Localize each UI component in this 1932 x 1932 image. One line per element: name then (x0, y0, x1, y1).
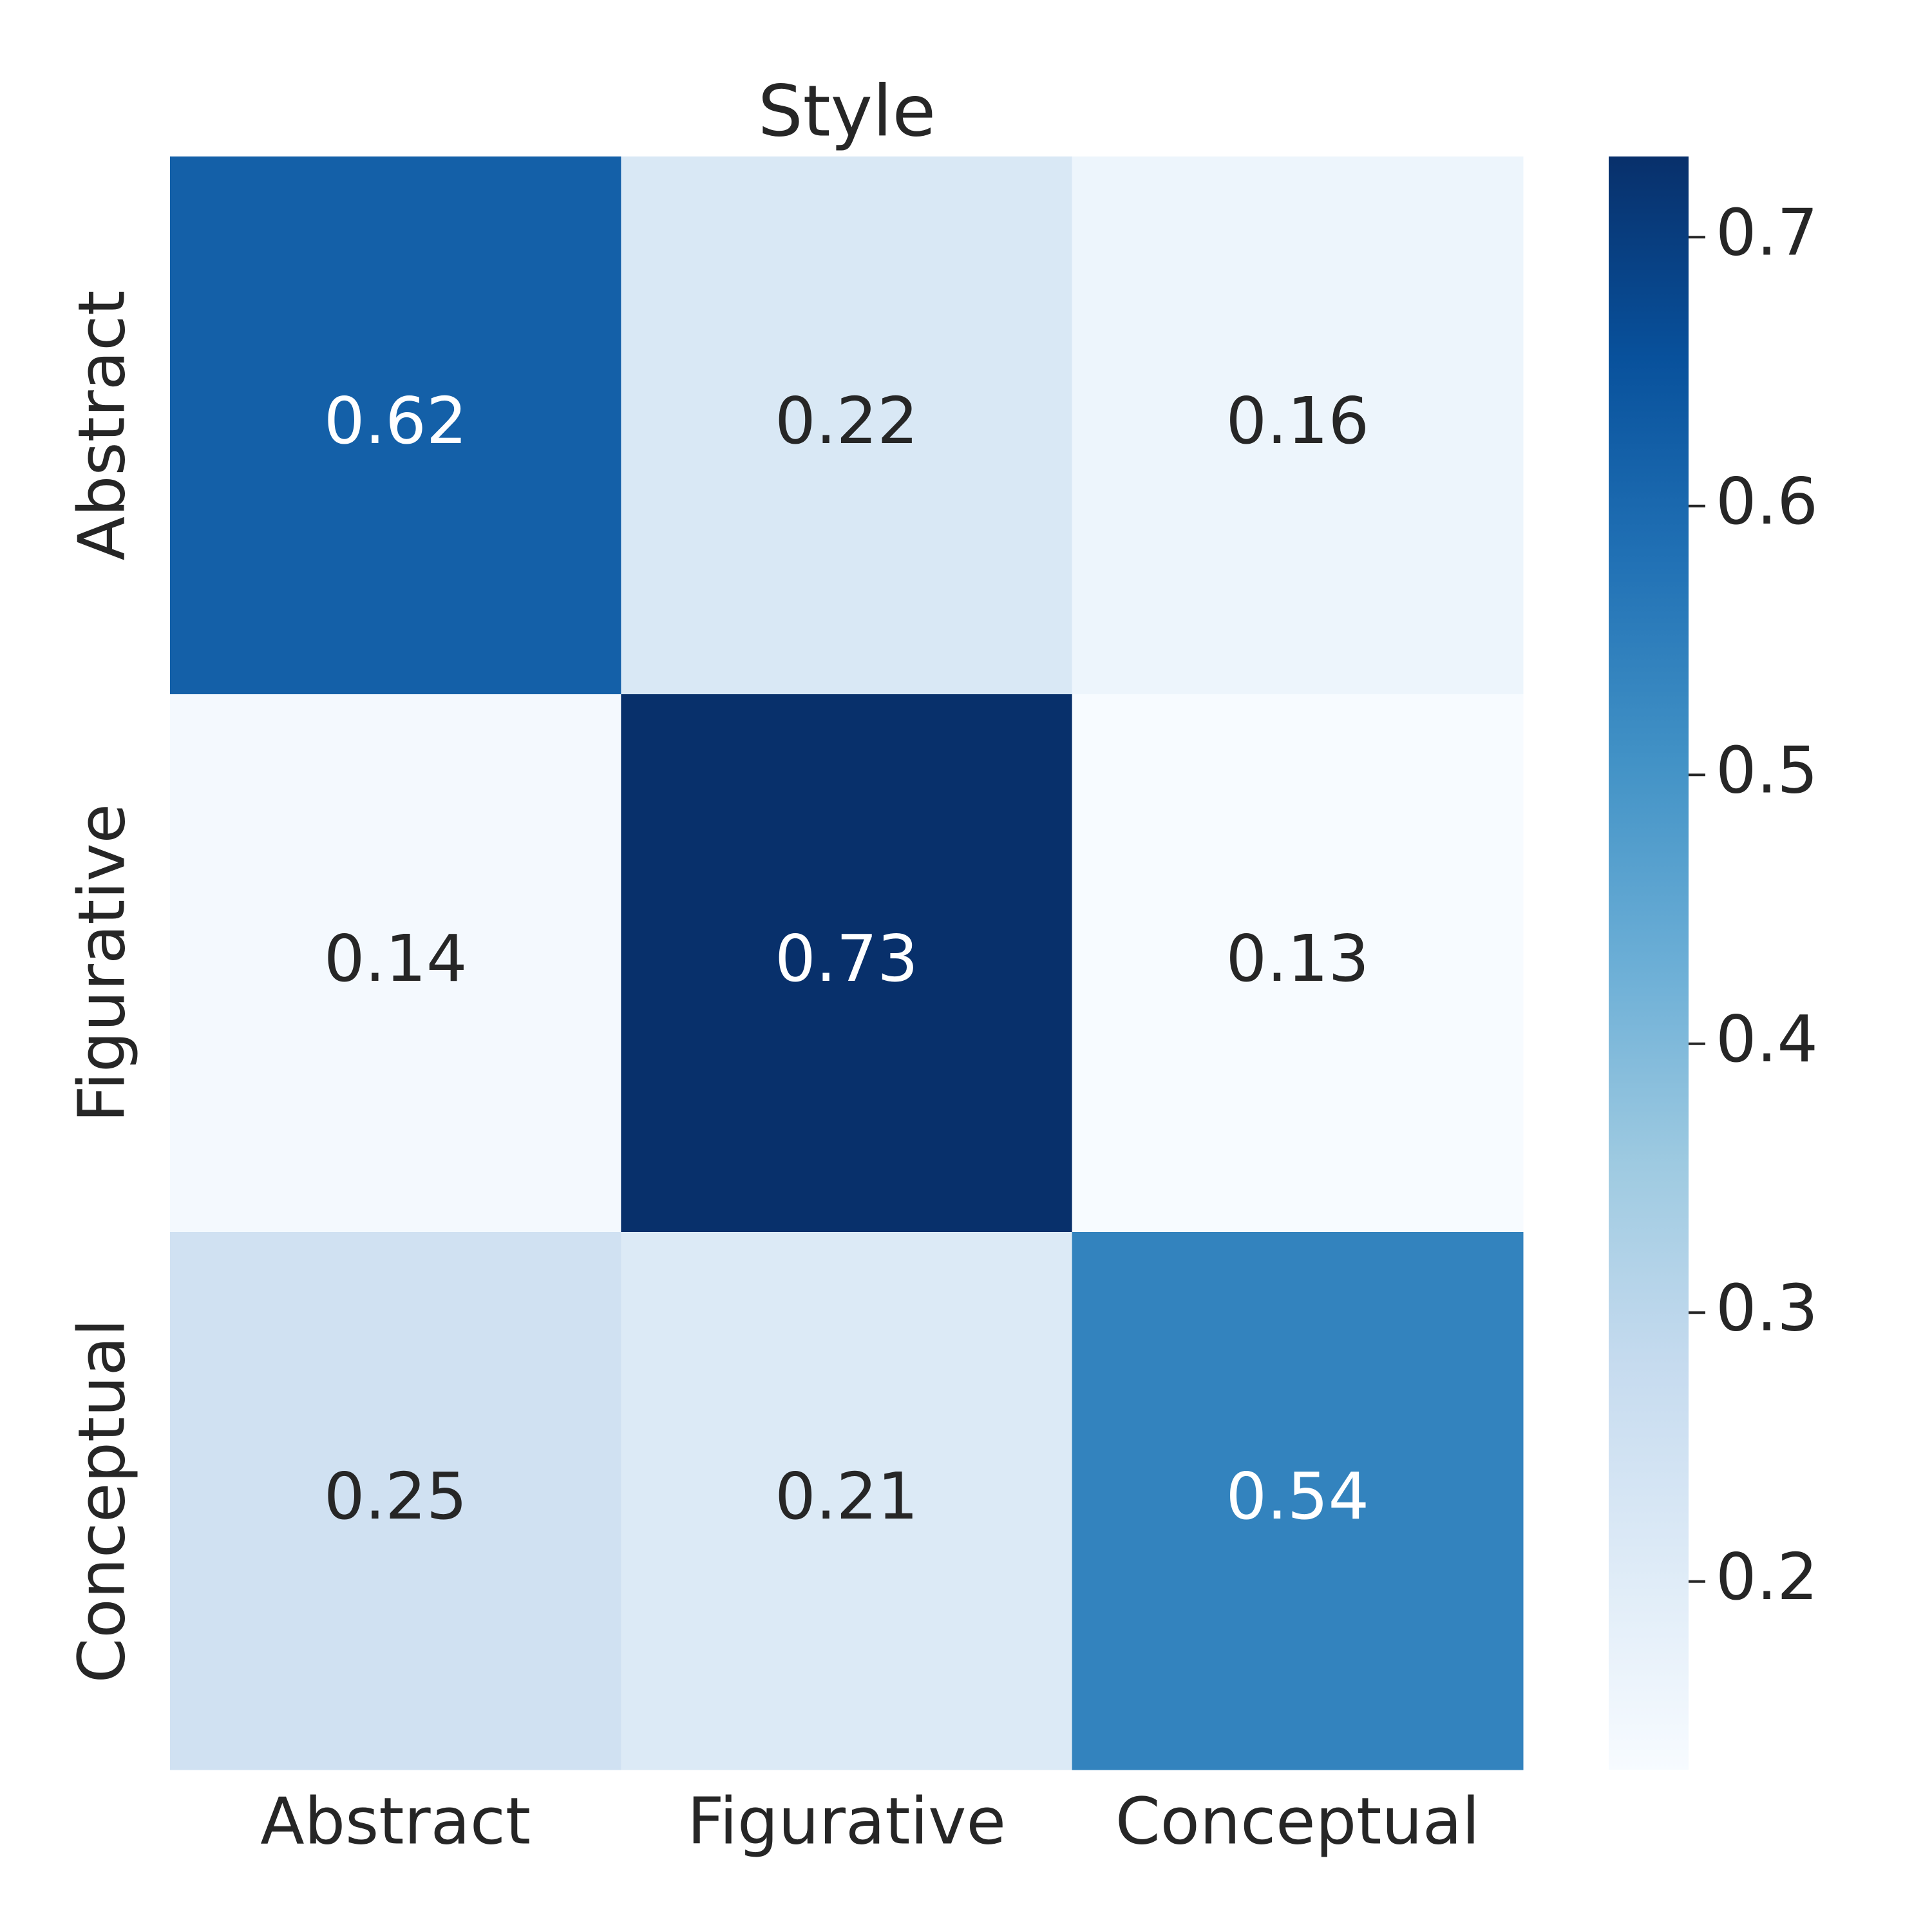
heatmap-cells (170, 156, 1524, 1770)
cell-value-label: 0.73 (775, 921, 918, 996)
colorbar-tick-label: 0.7 (1716, 195, 1818, 270)
heatmap-cell (621, 694, 1073, 1233)
cell-value-label: 0.62 (324, 383, 468, 459)
colorbar-tick-label: 0.4 (1716, 1001, 1818, 1077)
heatmap-cell (621, 156, 1073, 695)
x-tick-label: Conceptual (1115, 1783, 1480, 1859)
y-axis: Abstract Figurative Conceptual (64, 290, 139, 1683)
cell-value-label: 0.14 (324, 921, 468, 996)
heatmap-cell (170, 694, 621, 1233)
x-tick-label: Abstract (260, 1783, 531, 1859)
cell-value-label: 0.21 (775, 1459, 918, 1534)
heatmap-cell (170, 156, 621, 695)
y-tick-label: Figurative (64, 804, 139, 1122)
cell-value-label: 0.22 (775, 383, 918, 459)
cell-value-label: 0.13 (1226, 921, 1370, 996)
heatmap-cell (1072, 156, 1524, 695)
y-tick-label: Conceptual (64, 1318, 139, 1683)
x-axis: Abstract Figurative Conceptual (260, 1783, 1480, 1859)
heatmap-cell (1072, 694, 1524, 1233)
heatmap-annotations: 0.62 0.22 0.16 0.14 0.73 0.13 0.25 0.21 0.54 (324, 383, 1369, 1534)
colorbar-tick-label: 0.2 (1716, 1539, 1818, 1615)
chart-title: Style (758, 70, 936, 152)
heatmap-cell (170, 1232, 621, 1770)
cell-value-label: 0.16 (1226, 383, 1370, 459)
cell-value-label: 0.25 (324, 1459, 468, 1534)
x-tick-label: Figurative (687, 1783, 1006, 1859)
colorbar-ticks: 0.2 0.3 0.4 0.5 0.6 0.7 (1689, 195, 1818, 1615)
colorbar-tick-label: 0.3 (1716, 1271, 1818, 1346)
colorbar-tick-label: 0.6 (1716, 464, 1818, 539)
heatmap-cell (1072, 1232, 1524, 1770)
y-tick-label: Abstract (64, 290, 139, 561)
heatmap-cell (621, 1232, 1073, 1770)
cell-value-label: 0.54 (1226, 1459, 1370, 1534)
colorbar-tick-label: 0.5 (1716, 733, 1818, 808)
colorbar (1609, 156, 1689, 1770)
